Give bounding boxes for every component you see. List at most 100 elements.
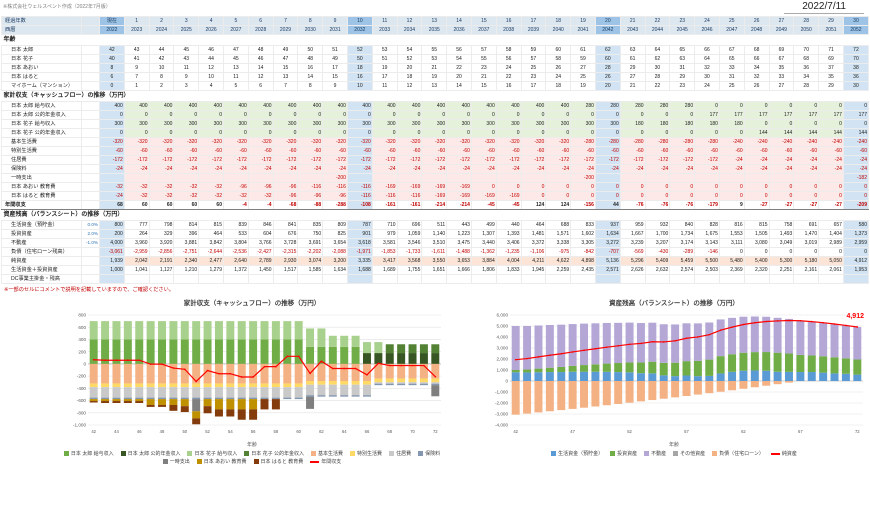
- balance-cell: 5,300: [768, 256, 795, 266]
- expense-cell: 0: [594, 182, 621, 192]
- bar-segment: [602, 381, 611, 406]
- balance-cell: 2,789: [247, 256, 274, 266]
- balance-cell: 688: [545, 220, 572, 230]
- age-cell: 21: [470, 72, 497, 82]
- balance-cell: -1,362: [470, 247, 497, 257]
- expense-cell: -32: [198, 191, 224, 201]
- annual-balance-cell: -27: [818, 200, 844, 210]
- elapsed-year-cell: 9: [322, 16, 348, 26]
- balance-cell: 4,004: [495, 256, 522, 266]
- expense-cell: -172: [247, 155, 274, 165]
- line-marker: [309, 372, 311, 375]
- age-cell: 14: [446, 81, 472, 91]
- balance-cell: -1,611: [421, 247, 448, 257]
- line-marker: [218, 372, 220, 375]
- bar-segment: [374, 383, 383, 386]
- age-cell: 29: [669, 72, 696, 82]
- age-cell: 67: [718, 45, 745, 55]
- balance-cell: 1,585: [297, 265, 324, 275]
- line-marker: [206, 369, 209, 372]
- balance-cell: -1,106: [520, 247, 547, 257]
- bar-segment: [796, 372, 805, 381]
- calendar-year-cell: 2041: [570, 25, 596, 35]
- expense-cell: -60: [743, 146, 770, 156]
- line-marker: [560, 352, 563, 355]
- balance-cell: [669, 274, 696, 284]
- bar-segment: [728, 371, 737, 381]
- x-axis-tick: 67: [798, 429, 803, 434]
- balance-cell: -2,202: [297, 247, 324, 257]
- calendar-year-cell: 2023: [123, 25, 150, 35]
- bar-segment: [89, 383, 98, 388]
- bar-segment: [135, 401, 144, 403]
- bar-segment: [557, 372, 566, 381]
- expense-cell: [768, 173, 795, 183]
- bar-segment: [693, 381, 702, 395]
- bar-segment: [203, 406, 212, 414]
- expense-cell: -24: [842, 164, 870, 174]
- income-cell: 180: [669, 119, 696, 129]
- line-marker: [320, 360, 323, 362]
- balance-cell: [247, 274, 274, 284]
- bar-segment: [192, 387, 201, 398]
- bar-segment: [796, 354, 805, 373]
- bar-segment: [614, 381, 623, 404]
- balance-cell: [520, 274, 547, 284]
- balance-cell: [694, 274, 720, 284]
- row-label: 生活資金（預貯金）: [1, 220, 82, 230]
- income-cell: 0: [99, 110, 125, 120]
- bar-segment: [419, 344, 428, 354]
- income-cell: 0: [198, 110, 224, 120]
- charts-row: 家計収支（キャッシュフロー）の推移（万円） -1,000 -800 -600 -400-…: [0, 297, 870, 465]
- bar-segment: [101, 339, 110, 364]
- bar-segment: [101, 363, 110, 384]
- income-cell: 400: [247, 101, 274, 111]
- elapsed-year-cell: 23: [669, 16, 696, 26]
- balance-cell: 3,019: [793, 238, 820, 248]
- bar-segment: [545, 381, 554, 412]
- age-cell: 24: [694, 81, 720, 91]
- expense-cell: [793, 173, 820, 183]
- expense-cell: -169: [421, 182, 448, 192]
- line-marker: [388, 364, 391, 367]
- expense-cell: -169: [446, 182, 472, 192]
- expense-cell: -320: [495, 137, 522, 147]
- age-cell: 69: [768, 45, 795, 55]
- annual-balance-cell: -209: [842, 200, 870, 210]
- expense-cell: 0: [495, 182, 522, 192]
- bar-segment: [169, 387, 178, 398]
- bar-segment: [830, 324, 839, 358]
- age-cell: 28: [793, 81, 820, 91]
- bar-segment: [739, 381, 748, 389]
- row-label: 日本 太郎 給与収入: [1, 101, 82, 111]
- income-cell: 300: [470, 119, 497, 129]
- y-axis-tick: -600: [77, 398, 87, 403]
- bar-segment: [180, 399, 189, 407]
- age-cell: 51: [371, 54, 398, 64]
- bar-segment: [146, 387, 155, 398]
- income-cell: 300: [123, 119, 150, 129]
- legend-swatch: [644, 451, 650, 456]
- balance-cell: 511: [421, 220, 448, 230]
- expense-cell: -60: [247, 146, 274, 156]
- age-cell: 14: [297, 72, 324, 82]
- bar-segment: [351, 335, 360, 347]
- income-cell: 400: [421, 101, 448, 111]
- bar-segment: [237, 383, 246, 388]
- balance-cell: 1,481: [520, 229, 547, 239]
- age-cell: 54: [446, 54, 472, 64]
- balance-cell: -2,536: [222, 247, 249, 257]
- legend-item: 日本 太郎 公的年金収入: [120, 450, 180, 457]
- calendar-year-cell: 2052: [842, 25, 870, 35]
- row-label: 日本 はると: [1, 72, 82, 82]
- row-label: 住居費: [1, 155, 82, 165]
- bar-segment: [203, 383, 212, 388]
- income-cell: 300: [322, 119, 348, 129]
- expense-cell: -24: [520, 164, 547, 174]
- expense-cell: -32: [123, 191, 150, 201]
- bar-segment: [419, 382, 428, 384]
- age-cell: 58: [495, 45, 522, 55]
- bar-segment: [89, 399, 98, 402]
- bar-segment: [853, 374, 862, 381]
- legend-label: 保険料: [425, 451, 441, 457]
